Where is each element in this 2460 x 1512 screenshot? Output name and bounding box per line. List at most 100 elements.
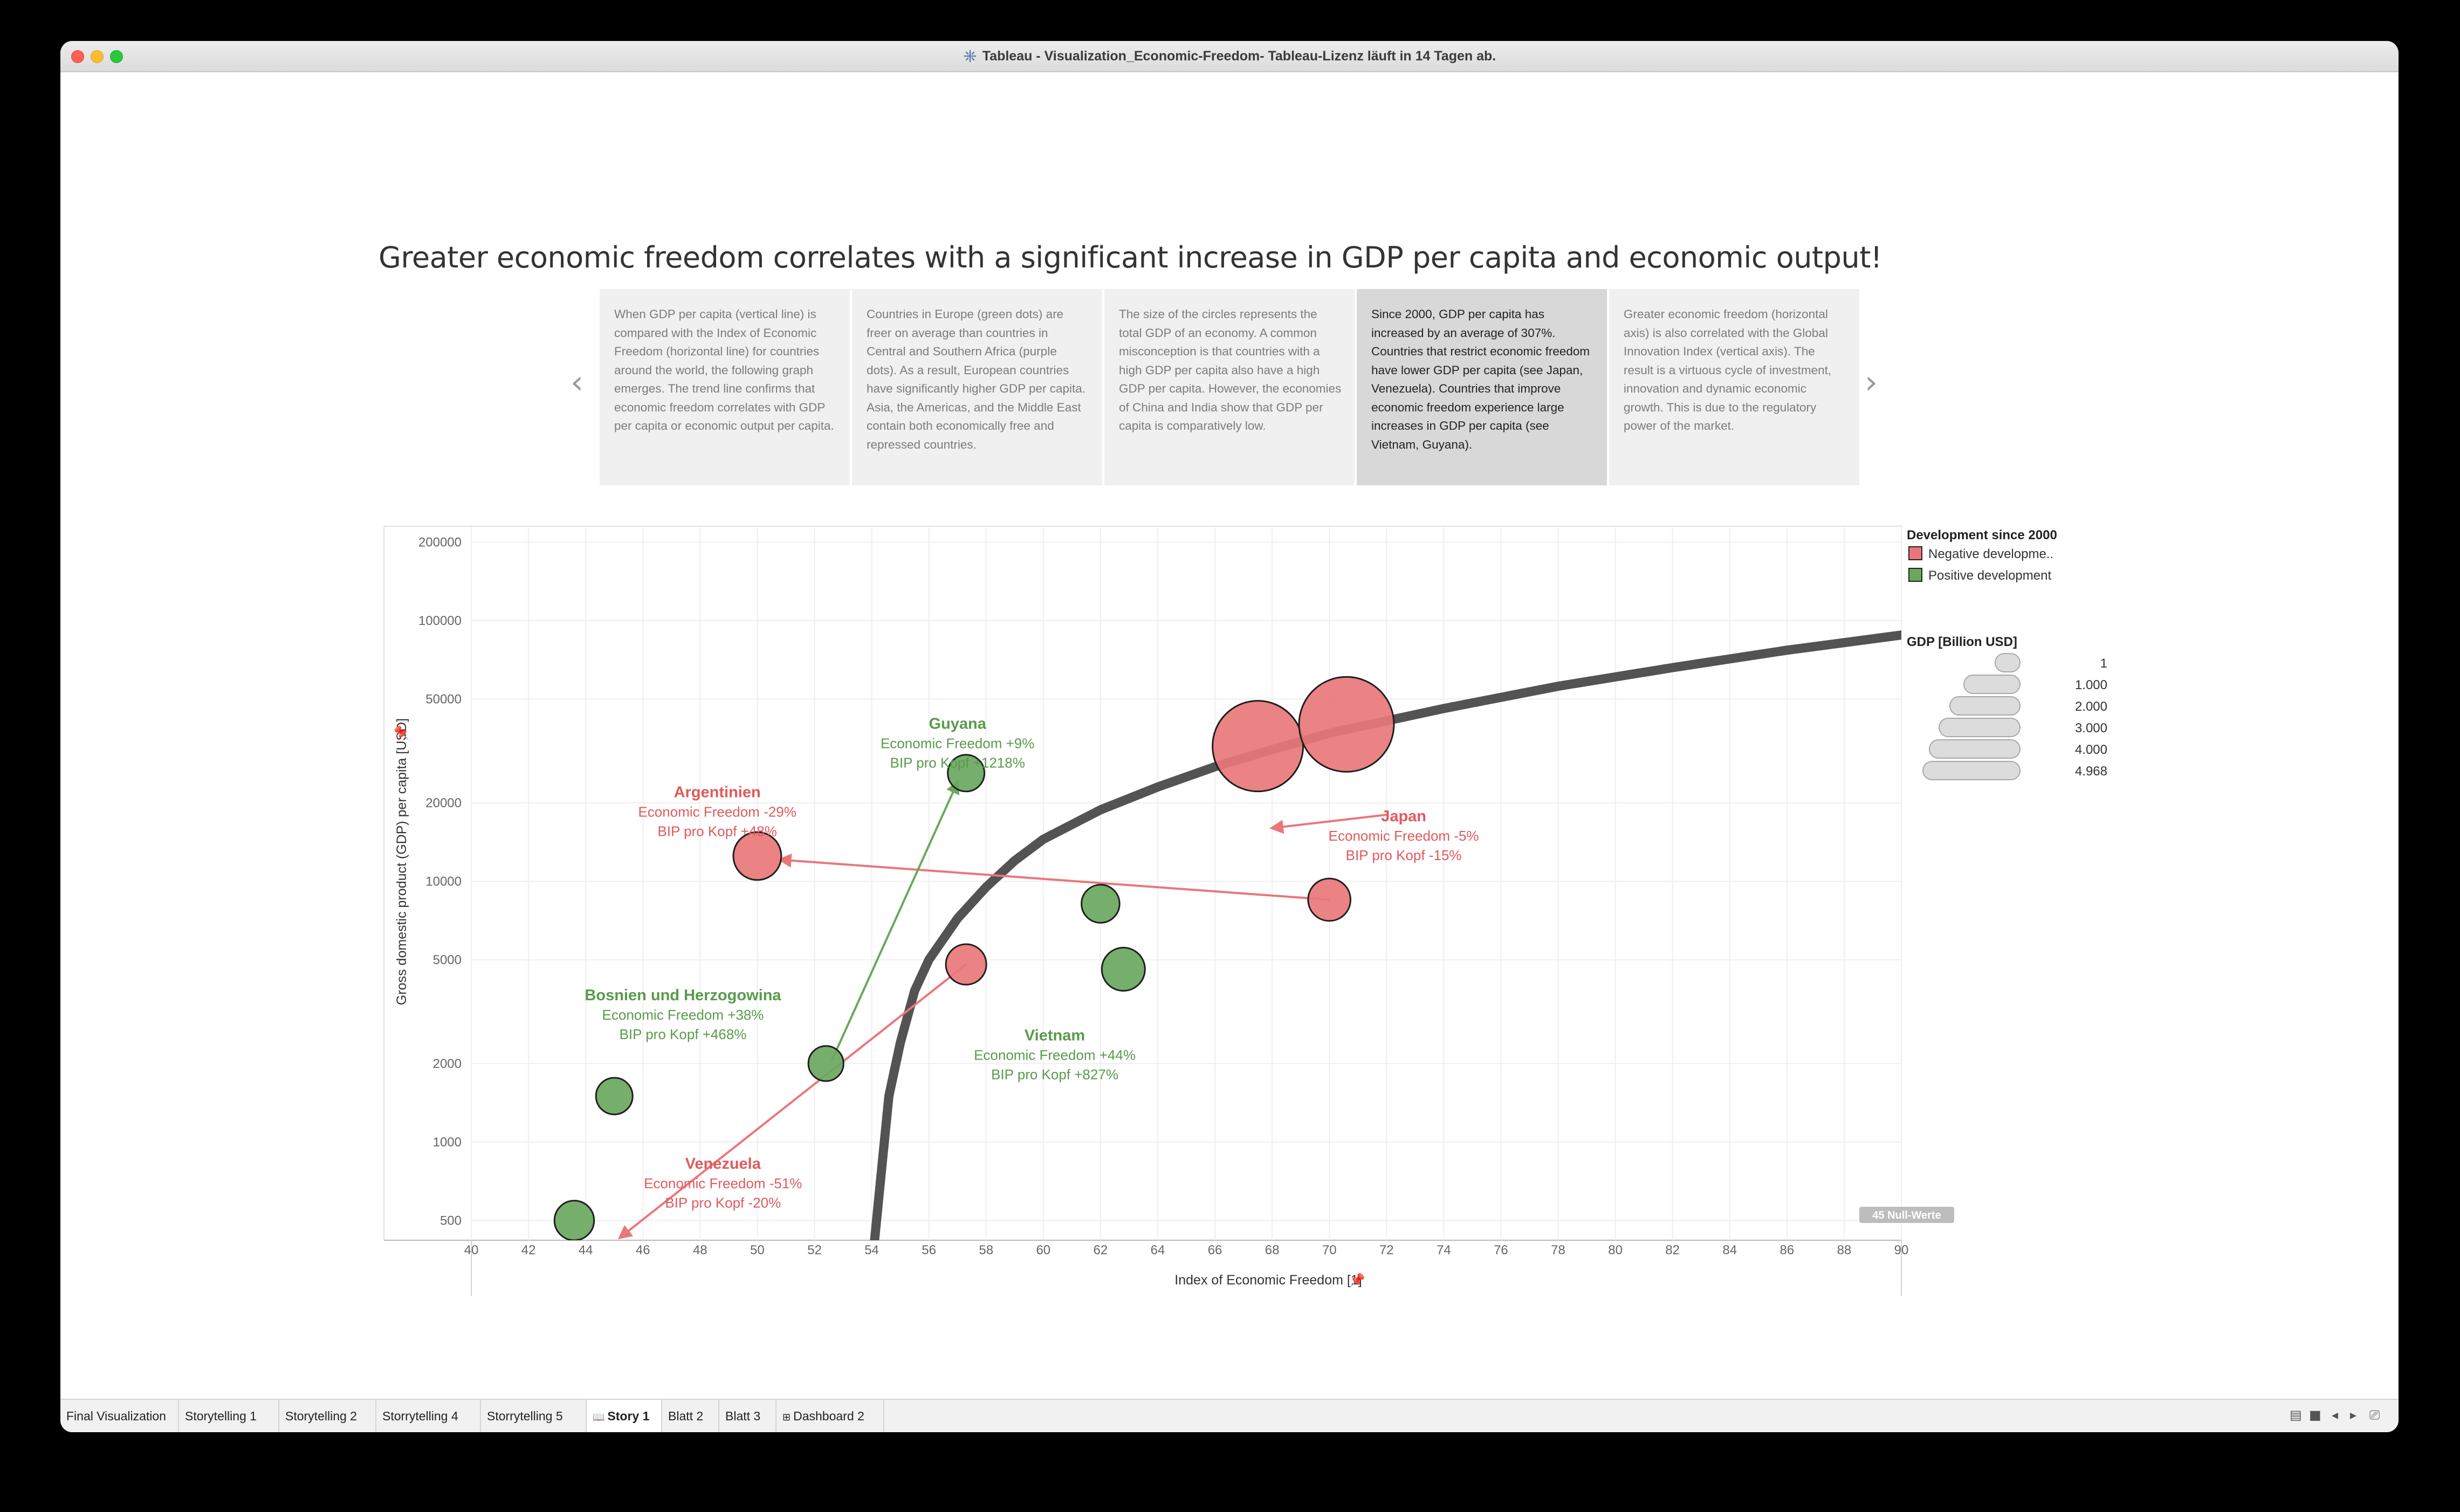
annotation-line: Economic Freedom +38% bbox=[602, 1007, 764, 1023]
x-axis-title: Index of Economic Freedom [1] bbox=[1174, 1273, 1362, 1288]
x-tick-label: 74 bbox=[1437, 1243, 1451, 1257]
y-tick-label: 20000 bbox=[425, 796, 462, 810]
bubble-positive bbox=[807, 1045, 844, 1082]
plot-area bbox=[553, 630, 1901, 1240]
x-axis-pin-icon: 📌 bbox=[1349, 1272, 1365, 1288]
sheet-tab-label: Dashboard 2 bbox=[793, 1409, 864, 1423]
prev-sheet-icon[interactable]: ◂ bbox=[2332, 1407, 2339, 1422]
sheet-tab-label: Blatt 2 bbox=[668, 1409, 704, 1423]
legend-size-label: 1 bbox=[2100, 656, 2107, 671]
sheet-tab-bar: Final Visualization Storytelling 1 Storyte… bbox=[60, 1399, 2399, 1432]
bubble-positive bbox=[553, 1200, 595, 1240]
bubble-negative bbox=[1212, 700, 1304, 793]
sheet-tab-storrytelling-5[interactable]: Storrytelling 5 bbox=[481, 1400, 587, 1432]
sheet-tab-blatt-2[interactable]: Blatt 2 bbox=[662, 1400, 719, 1432]
legend-swatch-negative bbox=[1908, 546, 1922, 560]
x-tick-label: 86 bbox=[1779, 1243, 1794, 1257]
grid-view-icon[interactable]: ▤ bbox=[2290, 1407, 2302, 1422]
legend-size-label: 3.000 bbox=[2075, 721, 2107, 736]
x-tick-label: 68 bbox=[1265, 1243, 1280, 1257]
bubble-negative bbox=[1298, 676, 1395, 773]
x-tick-label: 80 bbox=[1608, 1243, 1623, 1257]
annotation-line: BIP pro Kopf +468% bbox=[620, 1026, 747, 1042]
legend-size-marker bbox=[1995, 653, 2021, 672]
y-tick-label: 10000 bbox=[425, 874, 462, 889]
app-window: Tableau - Visualization_Economic-Freedom… bbox=[60, 41, 2399, 1432]
x-tick-label: 50 bbox=[750, 1243, 765, 1257]
legend-size-marker bbox=[1922, 761, 2021, 780]
story-content: Greater economic freedom correlates with… bbox=[60, 72, 2399, 1399]
next-sheet-icon[interactable]: ▸ bbox=[2350, 1407, 2357, 1422]
annotation-line: Economic Freedom -29% bbox=[638, 804, 796, 820]
null-values-label[interactable]: 45 Null-Werte bbox=[1872, 1209, 1941, 1221]
annotation-title: Venezuela bbox=[685, 1155, 761, 1172]
annotation-line: BIP pro Kopf +827% bbox=[991, 1067, 1118, 1083]
filmstrip-view-icon[interactable]: ■ bbox=[2309, 1407, 2321, 1422]
sheet-tab-label: Final Visualization bbox=[66, 1409, 166, 1423]
story-point-1[interactable]: When GDP per capita (vertical line) is c… bbox=[600, 289, 850, 485]
story-icon: 📖 bbox=[593, 1412, 608, 1422]
x-tick-label: 58 bbox=[979, 1243, 993, 1257]
maximize-window-button[interactable] bbox=[110, 50, 123, 63]
x-tick-label: 84 bbox=[1722, 1243, 1737, 1257]
sheet-tab-storytelling-2[interactable]: Storytelling 2 bbox=[279, 1400, 376, 1432]
y-tick-label: 2000 bbox=[433, 1056, 462, 1071]
scatter-chart: 40 42 44 46 48 50 52 54 56 58 60 62 64 66 68 70 72 74 76 78… bbox=[383, 525, 2107, 1296]
sheet-tab-blatt-3[interactable]: Blatt 3 bbox=[719, 1400, 777, 1432]
story-point-4[interactable]: Since 2000, GDP per capita has increased… bbox=[1357, 289, 1607, 485]
legend-size-label: 4.968 bbox=[2075, 764, 2107, 779]
y-tick-label: 5000 bbox=[433, 953, 462, 967]
x-tick-label: 48 bbox=[693, 1243, 707, 1257]
sheet-tab-label: Storrytelling 4 bbox=[382, 1409, 458, 1423]
sheet-tab-story-1[interactable]: 📖 Story 1 bbox=[587, 1400, 662, 1432]
x-tick-label: 64 bbox=[1151, 1243, 1165, 1257]
legend-size-label: 2.000 bbox=[2075, 699, 2107, 714]
annotation-title: Vietnam bbox=[1025, 1027, 1085, 1044]
annotation-title: Guyana bbox=[929, 715, 986, 732]
presentation-mode-icon[interactable]: ⎚ bbox=[2369, 1407, 2380, 1422]
legend-color-label: Positive development bbox=[1928, 568, 2051, 583]
x-tick-label: 72 bbox=[1379, 1243, 1394, 1257]
x-tick-label: 44 bbox=[579, 1243, 593, 1257]
y-tick-label: 50000 bbox=[425, 692, 462, 706]
story-next-arrow[interactable]: › bbox=[1865, 363, 1878, 401]
legend-size-label: 4.000 bbox=[2075, 743, 2107, 757]
y-tick-label: 500 bbox=[440, 1213, 462, 1228]
sheet-tab-dashboard-2[interactable]: ⊞ Dashboard 2 bbox=[777, 1400, 884, 1432]
annotation-arrow bbox=[777, 853, 1330, 901]
sheet-tab-storytelling-1[interactable]: Storytelling 1 bbox=[179, 1400, 279, 1432]
bubble-positive bbox=[1081, 884, 1121, 924]
annotation-line: BIP pro Kopf +1218% bbox=[890, 754, 1025, 771]
sheet-tab-storrytelling-4[interactable]: Storrytelling 4 bbox=[376, 1400, 481, 1432]
minimize-window-button[interactable] bbox=[91, 50, 104, 63]
annotation-line: BIP pro Kopf +48% bbox=[657, 823, 777, 840]
story-point-5[interactable]: Greater economic freedom (horizontal axi… bbox=[1609, 289, 1859, 485]
null-values-badge bbox=[1859, 1207, 1954, 1223]
bubble-positive bbox=[595, 1077, 634, 1116]
x-tick-label: 88 bbox=[1837, 1243, 1852, 1257]
story-point-3[interactable]: The size of the circles represents the t… bbox=[1104, 289, 1355, 485]
sheet-tab-final-visualization[interactable]: Final Visualization bbox=[60, 1400, 179, 1432]
sheet-tab-label: Storytelling 2 bbox=[285, 1409, 357, 1423]
annotation-line: Economic Freedom +9% bbox=[881, 735, 1034, 751]
annotation-line: Economic Freedom -51% bbox=[644, 1175, 802, 1191]
annotation-title: Bosnien und Herzogowina bbox=[585, 987, 781, 1004]
y-tick-label: 100000 bbox=[418, 614, 462, 628]
annotation-line: Economic Freedom -5% bbox=[1329, 828, 1479, 844]
story-prev-arrow[interactable]: ‹ bbox=[571, 363, 583, 401]
window-title: Tableau - Visualization_Economic-Freedom… bbox=[982, 48, 1496, 64]
x-tick-label: 56 bbox=[922, 1243, 936, 1257]
x-tick-label: 76 bbox=[1494, 1243, 1508, 1257]
legend-size-title: GDP [Billion USD] bbox=[1907, 635, 2017, 649]
close-window-button[interactable] bbox=[71, 50, 84, 63]
legend-size-marker bbox=[1949, 696, 2021, 716]
x-tick-label: 40 bbox=[464, 1243, 479, 1257]
legend-size-marker bbox=[1939, 718, 2021, 737]
bubble-negative bbox=[732, 831, 782, 881]
x-tick-label: 90 bbox=[1894, 1243, 1909, 1257]
story-point-2[interactable]: Countries in Europe (green dots) are fre… bbox=[852, 289, 1102, 485]
legend-size-marker bbox=[1963, 675, 2021, 694]
legend-swatch-positive bbox=[1908, 568, 1922, 582]
bubble-positive bbox=[1101, 946, 1146, 992]
y-axis-pin-icon: 📌 bbox=[394, 725, 409, 741]
